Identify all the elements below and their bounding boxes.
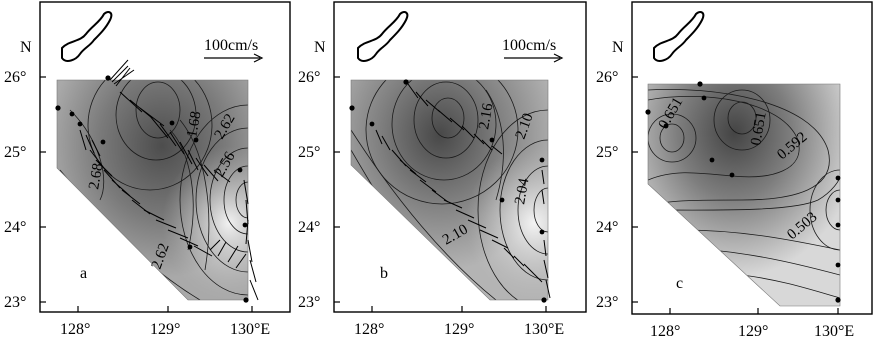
panel-b-lon-label: 130°E bbox=[524, 321, 564, 338]
panel-c-shaded-field bbox=[648, 84, 840, 306]
panel-a-lat-label: 24° bbox=[4, 219, 26, 236]
panel-a-contour-label: 2.68 bbox=[86, 162, 106, 191]
panel-c-lat-label: 24° bbox=[596, 219, 618, 236]
panel-b-letter: b bbox=[380, 265, 388, 282]
panel-c-stations bbox=[645, 81, 841, 303]
panel-b-stations bbox=[349, 79, 547, 303]
panel-a-frame bbox=[39, 1, 291, 313]
panel-a-map: 1.68 2.62 2.56 2.68 2.62 100cm/s a N 26°… bbox=[4, 1, 291, 338]
panel-a-lon-label: 130°E bbox=[230, 321, 270, 338]
panel-a-lat-label: 23° bbox=[4, 294, 26, 311]
panel-a: 1.68 2.62 2.56 2.68 2.62 100cm/s a N 26°… bbox=[0, 0, 292, 344]
panel-b-lon-label: 129° bbox=[444, 321, 474, 338]
panel-b-lat-label: 25° bbox=[298, 144, 320, 161]
panel-c-lat-label: 25° bbox=[596, 144, 618, 161]
panel-a-scale-label: 100cm/s bbox=[204, 37, 258, 54]
panel-c-frame bbox=[631, 1, 873, 315]
panel-c-letter: c bbox=[676, 275, 683, 292]
panel-b-contour-label: 2.04 bbox=[512, 177, 532, 206]
panel-c-island bbox=[653, 11, 705, 62]
panel-a-letter: a bbox=[80, 265, 87, 282]
panel-b-map: 2.16 2.10 2.04 2.10 100cm/s b N 26° 25° … bbox=[298, 1, 587, 338]
panel-b-ticks bbox=[334, 76, 547, 312]
panel-a-ticks bbox=[40, 76, 253, 312]
panel-b-north-label: N bbox=[314, 39, 326, 56]
panel-c-map: 0.592 0.503 0.651 0.651 c N 26° 25° 24° … bbox=[596, 1, 873, 340]
panel-a-lat-label: 25° bbox=[4, 144, 26, 161]
panel-a-lon-label: 129° bbox=[150, 321, 180, 338]
panel-b-lon-label: 128° bbox=[354, 321, 384, 338]
panel-a-island bbox=[61, 11, 113, 62]
panel-c-lon-label: 129° bbox=[738, 323, 768, 340]
panel-b-scale-label: 100cm/s bbox=[502, 37, 556, 54]
panel-a-north-label: N bbox=[20, 39, 32, 56]
panel-c-lon-label: 130°E bbox=[814, 323, 854, 340]
panel-c-lat-label: 26° bbox=[596, 69, 618, 86]
panel-b-island bbox=[357, 11, 409, 62]
panel-c: 0.592 0.503 0.651 0.651 c N 26° 25° 24° … bbox=[592, 0, 874, 344]
panel-b-lat-label: 26° bbox=[298, 69, 320, 86]
panel-b-lat-label: 23° bbox=[298, 294, 320, 311]
panel-b-lat-label: 24° bbox=[298, 219, 320, 236]
panel-a-contour-label: 1.68 bbox=[184, 110, 204, 139]
panel-c-north-label: N bbox=[612, 39, 624, 56]
panel-b-current-vectors bbox=[375, 83, 551, 299]
panel-b-frame bbox=[333, 1, 587, 313]
panel-b-shaded-field bbox=[351, 80, 548, 300]
panel-c-contour-label: 0.651 bbox=[748, 111, 770, 147]
panel-c-ticks bbox=[632, 76, 839, 314]
panel-b: 2.16 2.10 2.04 2.10 100cm/s b N 26° 25° … bbox=[296, 0, 588, 344]
panel-a-stations bbox=[55, 75, 249, 303]
panel-a-current-vectors bbox=[79, 59, 259, 301]
panel-a-lon-label: 128° bbox=[60, 321, 90, 338]
panel-c-lat-label: 23° bbox=[596, 294, 618, 311]
panel-a-lat-label: 26° bbox=[4, 69, 26, 86]
panel-c-contours bbox=[648, 89, 840, 299]
panel-c-lon-label: 128° bbox=[650, 323, 680, 340]
panel-b-contour-label: 2.16 bbox=[476, 102, 496, 131]
